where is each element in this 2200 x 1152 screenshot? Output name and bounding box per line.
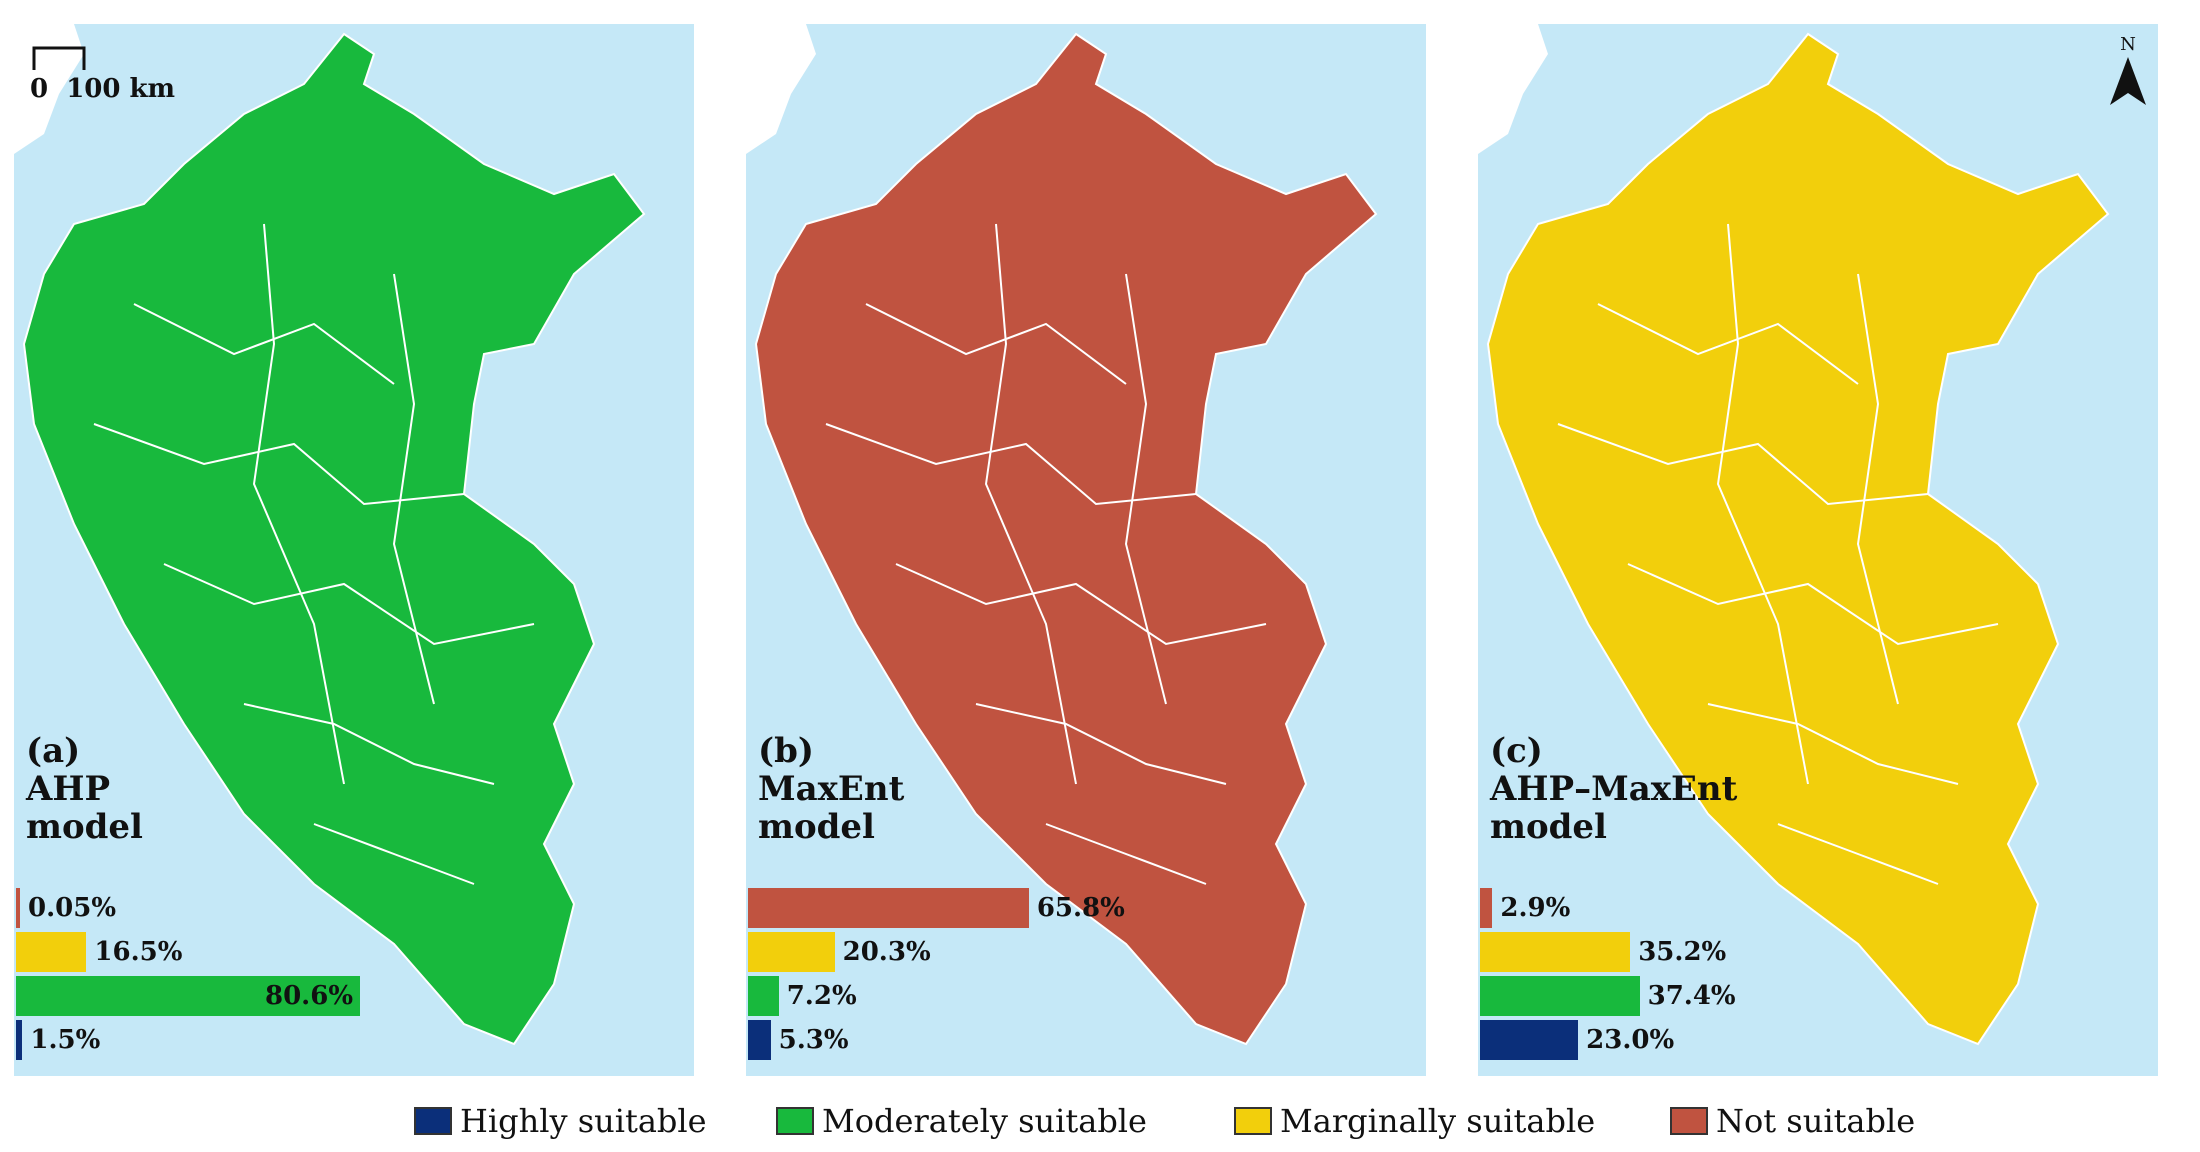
bar-value-label: 80.6%	[265, 981, 354, 1011]
legend-swatch	[414, 1107, 452, 1135]
legend-item-not: Not suitable	[1670, 1102, 1915, 1140]
bar-row: 7.2%	[748, 976, 1418, 1020]
bar-highly	[1480, 1020, 1579, 1060]
north-arrow: N	[2108, 34, 2148, 113]
legend-swatch	[1234, 1107, 1272, 1135]
legend-label: Marginally suitable	[1280, 1102, 1596, 1140]
coastline-land	[1478, 24, 1548, 154]
panel-label: (b) MaxEnt model	[758, 731, 905, 847]
bar-value-label: 7.2%	[786, 981, 857, 1011]
bar-row: 5.3%	[748, 1020, 1418, 1064]
bar-value-label: 2.9%	[1500, 893, 1571, 923]
scale-bar-label: 0 100 km	[30, 74, 176, 104]
legend-item-marginally: Marginally suitable	[1234, 1102, 1595, 1140]
coastline-land	[746, 24, 816, 154]
bar-value-label: 37.4%	[1647, 981, 1736, 1011]
scale-bar: 0 100 km	[30, 44, 175, 104]
map-panel-ahp: 0 100 km (a) AHP model 0.05% 16.5% 80.6% 1.…	[14, 24, 694, 1076]
panel-label: (a) AHP model	[26, 731, 143, 847]
bar-value-label: 5.3%	[778, 1025, 849, 1055]
scale-bar-graphic	[32, 46, 86, 70]
map-panel-ahp-maxent: N (c) AHP–MaxEnt model 2.9% 35.2% 37.4% 23.…	[1478, 24, 2158, 1076]
bar-moderately	[16, 976, 360, 1016]
legend-label: Not suitable	[1716, 1102, 1916, 1140]
bar-chart: 0.05% 16.5% 80.6% 1.5%	[16, 888, 686, 1064]
coastline-land	[14, 24, 84, 154]
legend-swatch	[776, 1107, 814, 1135]
peru-outline	[1486, 32, 2110, 1046]
bar-value-label: 0.05%	[28, 893, 117, 923]
north-arrow-label: N	[2120, 34, 2136, 55]
legend-item-highly: Highly suitable	[414, 1102, 707, 1140]
bar-row: 23.0%	[1480, 1020, 2150, 1064]
bar-row: 35.2%	[1480, 932, 2150, 976]
bar-moderately	[748, 976, 779, 1016]
bar-value-label: 23.0%	[1586, 1025, 1675, 1055]
bar-row: 65.8%	[748, 888, 1418, 932]
north-arrow-icon	[2110, 57, 2146, 105]
peru-outline	[22, 32, 646, 1046]
panel-label: (c) AHP–MaxEnt model	[1490, 731, 1738, 847]
bar-value-label: 16.5%	[94, 937, 183, 967]
bar-not	[748, 888, 1029, 928]
bar-highly	[748, 1020, 771, 1060]
bar-marginally	[16, 932, 87, 972]
bar-moderately	[1480, 976, 1640, 1016]
bar-chart: 2.9% 35.2% 37.4% 23.0%	[1480, 888, 2150, 1064]
bar-row: 16.5%	[16, 932, 686, 976]
peru-map	[746, 24, 1378, 1046]
peru-outline	[754, 32, 1378, 1046]
bar-row: 2.9%	[1480, 888, 2150, 932]
bar-row: 1.5%	[16, 1020, 686, 1064]
bar-not	[1480, 888, 1493, 928]
bar-row: 80.6%	[16, 976, 686, 1020]
bar-not	[16, 888, 20, 928]
bar-marginally	[1480, 932, 1631, 972]
peru-map	[14, 24, 646, 1046]
map-panel-maxent: (b) MaxEnt model 65.8% 20.3% 7.2% 5.3%	[746, 24, 1426, 1076]
bar-marginally	[748, 932, 835, 972]
legend-swatch	[1670, 1107, 1708, 1135]
bar-highly	[16, 1020, 23, 1060]
legend-label: Moderately suitable	[822, 1102, 1147, 1140]
bar-value-label: 35.2%	[1638, 937, 1727, 967]
bar-chart: 65.8% 20.3% 7.2% 5.3%	[748, 888, 1418, 1064]
peru-map	[1478, 24, 2110, 1046]
legend: Highly suitable Moderately suitable Marg…	[0, 1102, 2200, 1146]
bar-value-label: 20.3%	[842, 937, 931, 967]
bar-value-label: 65.8%	[1036, 893, 1125, 923]
legend-label: Highly suitable	[460, 1102, 707, 1140]
legend-item-moderately: Moderately suitable	[776, 1102, 1147, 1140]
bar-row: 20.3%	[748, 932, 1418, 976]
bar-value-label: 1.5%	[30, 1025, 101, 1055]
bar-row: 0.05%	[16, 888, 686, 932]
bar-row: 37.4%	[1480, 976, 2150, 1020]
